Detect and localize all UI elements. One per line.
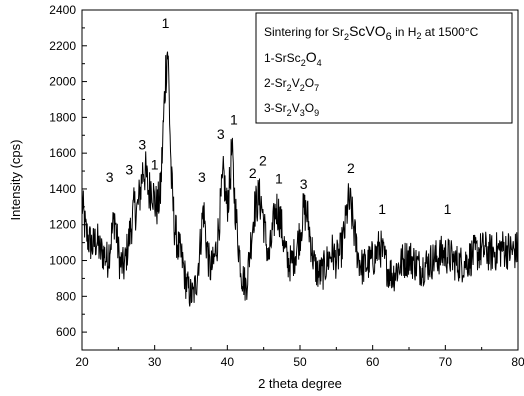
x-tick-label: 40 <box>221 355 235 369</box>
peak-label: 1 <box>444 201 452 217</box>
legend-frame <box>255 12 513 124</box>
peak-label: 3 <box>138 137 146 153</box>
y-tick-label: 1600 <box>49 146 76 160</box>
peak-label: 2 <box>347 160 355 176</box>
y-axis-title: Intensity (cps) <box>8 140 23 221</box>
x-tick-label: 50 <box>293 355 307 369</box>
x-tick-label: 30 <box>148 355 162 369</box>
peak-label: 3 <box>198 169 206 185</box>
legend-box: Sintering for Sr2ScVO6 in H2 at 1500°C 1… <box>255 12 513 124</box>
y-tick-label: 800 <box>56 289 76 303</box>
x-axis-title: 2 theta degree <box>258 376 342 391</box>
legend-entry-2: 2-Sr2V2O7 <box>264 76 319 93</box>
peak-label: 1 <box>378 201 386 217</box>
peak-label: 1 <box>275 171 283 187</box>
x-tick-label: 80 <box>511 355 524 369</box>
peak-label: 1 <box>162 15 170 31</box>
peak-label: 3 <box>217 126 225 142</box>
legend-entry-1: 1-SrSc2O4 <box>264 49 322 68</box>
peak-label: 3 <box>125 162 133 178</box>
y-tick-label: 1200 <box>49 218 76 232</box>
x-axis: 20 30 40 50 60 70 80 <box>75 345 524 369</box>
legend-title: Sintering for Sr2ScVO6 in H2 at 1500°C <box>264 23 479 43</box>
y-tick-label: 1000 <box>49 254 76 268</box>
y-tick-label: 2400 <box>49 3 76 17</box>
peak-label: 2 <box>249 165 257 181</box>
peak-label: 3 <box>106 169 114 185</box>
x-tick-label: 70 <box>439 355 453 369</box>
y-tick-label: 2000 <box>49 75 76 89</box>
peak-label: 2 <box>259 153 267 169</box>
y-tick-label: 1400 <box>49 182 76 196</box>
peak-label: 1 <box>230 112 238 128</box>
legend-entry-3: 3-Sr2V3O9 <box>264 101 319 118</box>
y-tick-label: 2200 <box>49 39 76 53</box>
y-tick-label: 1800 <box>49 110 76 124</box>
y-axis: 600 800 1000 1200 1400 1600 1800 2000 2200 2400 <box>49 3 87 339</box>
xrd-spectrum-line <box>81 51 519 307</box>
peak-label: 3 <box>300 176 308 192</box>
y-tick-label: 600 <box>56 325 76 339</box>
x-tick-label: 20 <box>75 355 89 369</box>
peak-label: 1 <box>151 156 159 172</box>
x-tick-label: 60 <box>366 355 380 369</box>
